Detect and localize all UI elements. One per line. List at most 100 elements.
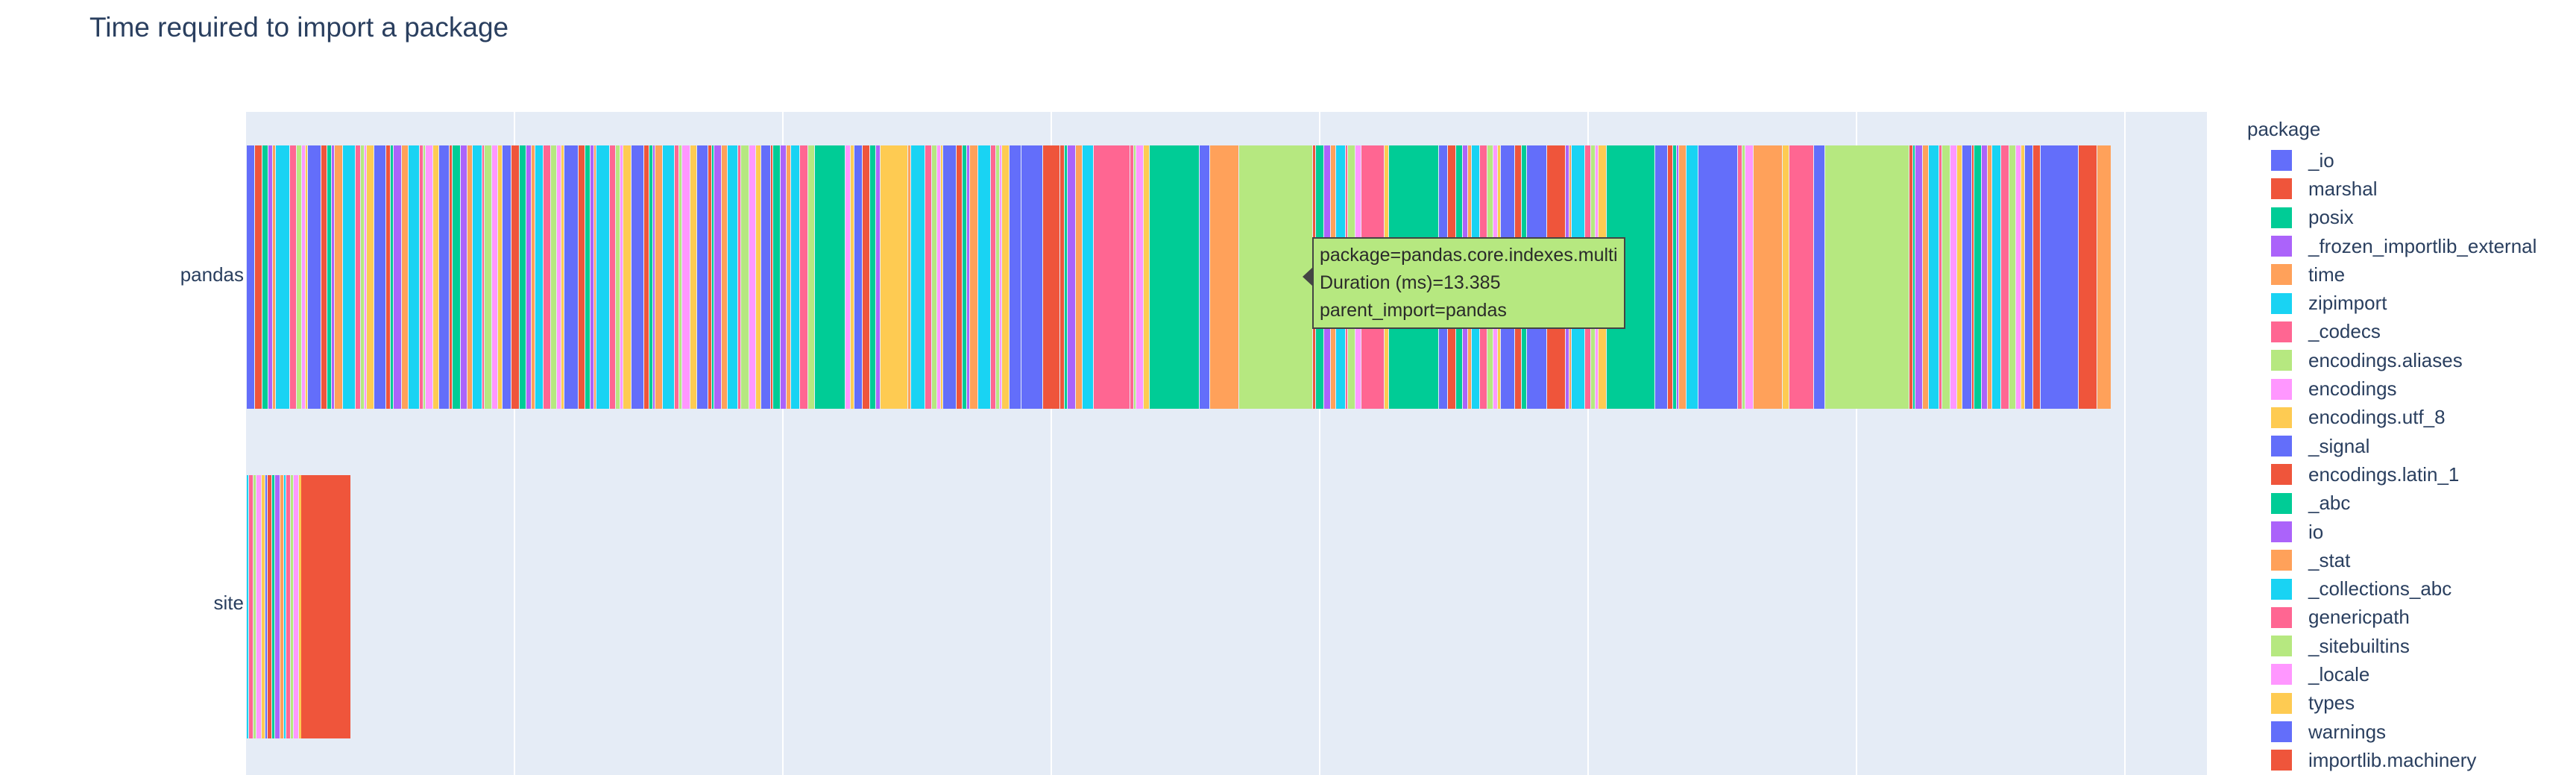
- bar-segment[interactable]: [286, 475, 290, 738]
- bar-segment[interactable]: [284, 475, 286, 738]
- bar-segment[interactable]: [925, 145, 931, 409]
- bar-segment[interactable]: [911, 145, 925, 409]
- bar-segment[interactable]: [1923, 145, 1928, 409]
- bar-segment[interactable]: [623, 145, 631, 409]
- bar-segment[interactable]: [423, 145, 425, 409]
- legend-item[interactable]: encodings.aliases: [2246, 346, 2574, 374]
- bar-segment[interactable]: [280, 475, 283, 738]
- bar-segment[interactable]: [741, 145, 749, 409]
- bar-segment[interactable]: [503, 145, 511, 409]
- bar-segment[interactable]: [276, 145, 289, 409]
- bar-segment[interactable]: [467, 145, 472, 409]
- bar-segment[interactable]: [1673, 145, 1676, 409]
- legend-item[interactable]: warnings: [2246, 718, 2574, 746]
- bar-segment[interactable]: [632, 145, 643, 409]
- bar-segment[interactable]: [851, 145, 854, 409]
- bar-segment[interactable]: [391, 145, 393, 409]
- bar-segment[interactable]: [1988, 145, 1991, 409]
- bar-segment[interactable]: [409, 145, 419, 409]
- bar-segment[interactable]: [485, 145, 491, 409]
- bar-segment[interactable]: [1144, 145, 1149, 409]
- bar-segment[interactable]: [1668, 145, 1672, 409]
- bar-segment[interactable]: [1738, 145, 1742, 409]
- bar-segment[interactable]: [332, 145, 334, 409]
- bar-segment[interactable]: [308, 145, 321, 409]
- bar-segment[interactable]: [675, 145, 678, 409]
- legend-item[interactable]: genericpath: [2246, 603, 2574, 632]
- bar-segment[interactable]: [1950, 145, 1956, 409]
- bar-segment[interactable]: [268, 145, 272, 409]
- bar-segment[interactable]: [1200, 145, 1209, 409]
- legend-item[interactable]: marshal: [2246, 175, 2574, 203]
- bar-segment[interactable]: [781, 145, 786, 409]
- bar-segment[interactable]: [262, 145, 268, 409]
- bar-segment[interactable]: [473, 145, 482, 409]
- bar-segment[interactable]: [255, 145, 262, 409]
- bar-segment[interactable]: [1909, 145, 1912, 409]
- bar-segment[interactable]: [394, 145, 401, 409]
- bar-segment[interactable]: [2079, 145, 2097, 409]
- legend-item[interactable]: _codecs: [2246, 318, 2574, 346]
- bar-segment[interactable]: [1000, 145, 1001, 409]
- bar-segment[interactable]: [591, 145, 593, 409]
- bar-segment[interactable]: [845, 145, 850, 409]
- bar-segment[interactable]: [1687, 145, 1698, 409]
- bar-segment[interactable]: [247, 475, 248, 738]
- legend-item[interactable]: _sitebuiltins: [2246, 632, 2574, 660]
- bar-segment[interactable]: [970, 145, 977, 409]
- bar-segment[interactable]: [712, 145, 714, 409]
- legend-item[interactable]: _io: [2246, 146, 2574, 175]
- bar-segment[interactable]: [551, 145, 556, 409]
- bar-segment[interactable]: [306, 145, 307, 409]
- bar-segment[interactable]: [728, 145, 737, 409]
- bar-segment[interactable]: [247, 145, 254, 409]
- bar-segment[interactable]: [544, 145, 550, 409]
- bar-segment[interactable]: [2041, 145, 2078, 409]
- bar-segment[interactable]: [714, 145, 721, 409]
- bar-segment[interactable]: [1136, 145, 1143, 409]
- bar-segment[interactable]: [1134, 145, 1136, 409]
- bar-segment[interactable]: [321, 145, 327, 409]
- bar-segment[interactable]: [290, 145, 296, 409]
- bar-segment[interactable]: [1679, 145, 1686, 409]
- bar-segment[interactable]: [1076, 145, 1082, 409]
- bar-segment[interactable]: [1210, 145, 1238, 409]
- bar-segment[interactable]: [756, 145, 760, 409]
- bar-segment[interactable]: [294, 475, 298, 738]
- bar-segment[interactable]: [1150, 145, 1199, 409]
- bar-segment[interactable]: [301, 475, 350, 738]
- bar-segment[interactable]: [564, 145, 578, 409]
- bar-segment[interactable]: [1962, 145, 1971, 409]
- bar-segment[interactable]: [679, 145, 681, 409]
- bar-segment[interactable]: [1655, 145, 1667, 409]
- legend-item[interactable]: _signal: [2246, 432, 2574, 460]
- bar-segment[interactable]: [738, 145, 740, 409]
- bar-segment[interactable]: [610, 145, 615, 409]
- bar-segment[interactable]: [722, 145, 727, 409]
- bar-segment[interactable]: [870, 145, 875, 409]
- legend-item[interactable]: posix: [2246, 204, 2574, 232]
- bar-segment[interactable]: [461, 145, 467, 409]
- bar-segment[interactable]: [943, 145, 956, 409]
- bar-segment[interactable]: [365, 145, 366, 409]
- bar-segment[interactable]: [272, 475, 274, 738]
- bar-segment[interactable]: [1992, 145, 2000, 409]
- bar-segment[interactable]: [616, 145, 620, 409]
- bar-segment[interactable]: [1677, 145, 1678, 409]
- bar-segment[interactable]: [291, 475, 293, 738]
- legend-item[interactable]: _locale: [2246, 660, 2574, 688]
- bar-segment[interactable]: [1698, 145, 1737, 409]
- bar-segment[interactable]: [2025, 145, 2032, 409]
- bar-segment[interactable]: [1825, 145, 1909, 409]
- bar-segment[interactable]: [1239, 145, 1312, 409]
- bar-segment[interactable]: [596, 145, 609, 409]
- bar-segment[interactable]: [535, 145, 543, 409]
- legend-item[interactable]: types: [2246, 689, 2574, 718]
- bar-segment[interactable]: [1974, 145, 1981, 409]
- bar-segment[interactable]: [2009, 145, 2015, 409]
- bar-segment[interactable]: [876, 145, 880, 409]
- bar-segment[interactable]: [433, 145, 438, 409]
- bar-segment[interactable]: [1957, 145, 1962, 409]
- bar-segment[interactable]: [275, 475, 280, 738]
- bar-segment[interactable]: [967, 145, 969, 409]
